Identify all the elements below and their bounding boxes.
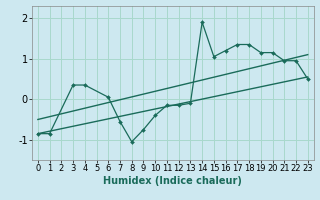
X-axis label: Humidex (Indice chaleur): Humidex (Indice chaleur) bbox=[103, 176, 242, 186]
